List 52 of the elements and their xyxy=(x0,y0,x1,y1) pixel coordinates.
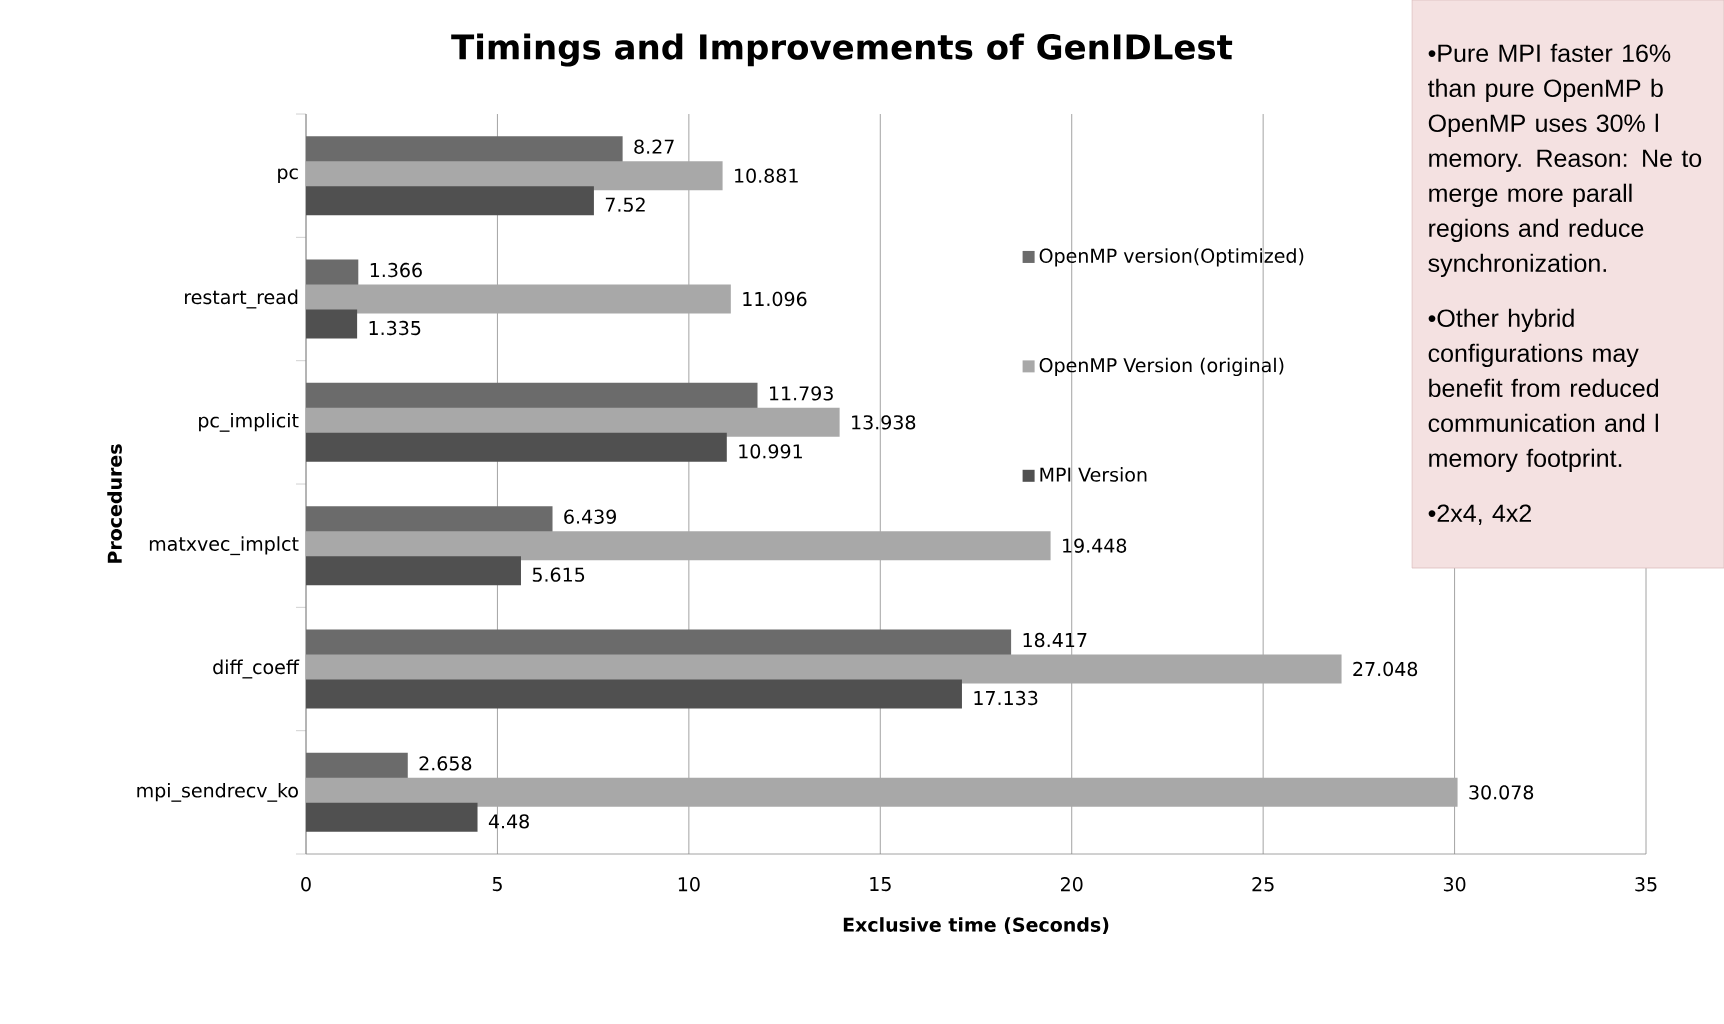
bar xyxy=(306,161,723,191)
data-label: 30.078 xyxy=(1469,785,1534,800)
x-tick-label: 10 xyxy=(678,877,700,892)
y-axis-title: Procedures xyxy=(107,444,122,563)
data-label: 17.133 xyxy=(974,690,1038,706)
bar xyxy=(306,777,1458,807)
data-label: 10.991 xyxy=(739,444,802,459)
data-label: 27.048 xyxy=(1353,661,1418,677)
data-label: 18.417 xyxy=(1023,632,1087,648)
bar xyxy=(306,432,727,462)
data-label: 11.096 xyxy=(743,291,807,307)
legend-label: OpenMP Version (original) xyxy=(1039,357,1284,377)
data-label: 11.793 xyxy=(770,386,833,401)
bar xyxy=(306,654,1342,684)
data-label: 1.366 xyxy=(370,262,422,278)
data-label: 4.48 xyxy=(488,814,529,829)
bar xyxy=(306,284,731,314)
bar xyxy=(306,309,358,339)
y-tick-label: matxvec_implct xyxy=(149,536,299,556)
x-tick-label: 15 xyxy=(870,877,891,892)
data-label: 8.27 xyxy=(634,139,674,154)
chart-title: Timings and Improvements of GenIDLest xyxy=(451,33,1233,67)
y-tick-label: pc xyxy=(278,168,298,183)
y-tick-label: restart_read xyxy=(185,289,298,309)
y-tick-label: pc_implicit xyxy=(199,412,299,432)
data-label: 2.658 xyxy=(419,756,472,771)
x-tick-label: 35 xyxy=(1635,877,1657,892)
data-label: 13.938 xyxy=(852,415,916,430)
bar xyxy=(306,186,594,216)
x-axis-title: Exclusive time (Seconds) xyxy=(843,917,1109,935)
y-tick-label: diff_coeff xyxy=(213,659,300,679)
bar xyxy=(306,802,478,832)
legend-label: MPI Version xyxy=(1040,467,1147,482)
x-tick-label: 20 xyxy=(1061,877,1083,892)
annotation: •Other hybrid configurations may benefit from reduced communication and l memory footprint. xyxy=(1428,308,1659,473)
bar xyxy=(306,679,962,709)
y-tick-label: mpi_sendrecv_ko xyxy=(137,782,298,802)
bar xyxy=(306,556,521,586)
data-label: 5.615 xyxy=(532,567,585,582)
data-label: 1.335 xyxy=(369,320,421,336)
data-label: 6.439 xyxy=(564,509,616,524)
x-tick-label: 25 xyxy=(1252,877,1274,892)
data-label: 10.881 xyxy=(735,168,798,183)
x-tick-label: 5 xyxy=(492,877,502,892)
legend-label: OpenMP version(Optimized) xyxy=(1039,248,1304,267)
data-label: 7.52 xyxy=(605,197,645,212)
bar xyxy=(306,531,1051,561)
x-tick-label: 0 xyxy=(301,877,311,892)
annotation: •Pure MPI faster 16% than pure OpenMP b OpenMP uses 30% l memory. Reason: Ne to merge more parall regions and reduce synchronization. xyxy=(1427,43,1702,278)
data-label: 19.448 xyxy=(1063,538,1127,553)
annotation: •2x4, 4x2 xyxy=(1428,504,1531,526)
x-tick-label: 30 xyxy=(1443,877,1466,892)
